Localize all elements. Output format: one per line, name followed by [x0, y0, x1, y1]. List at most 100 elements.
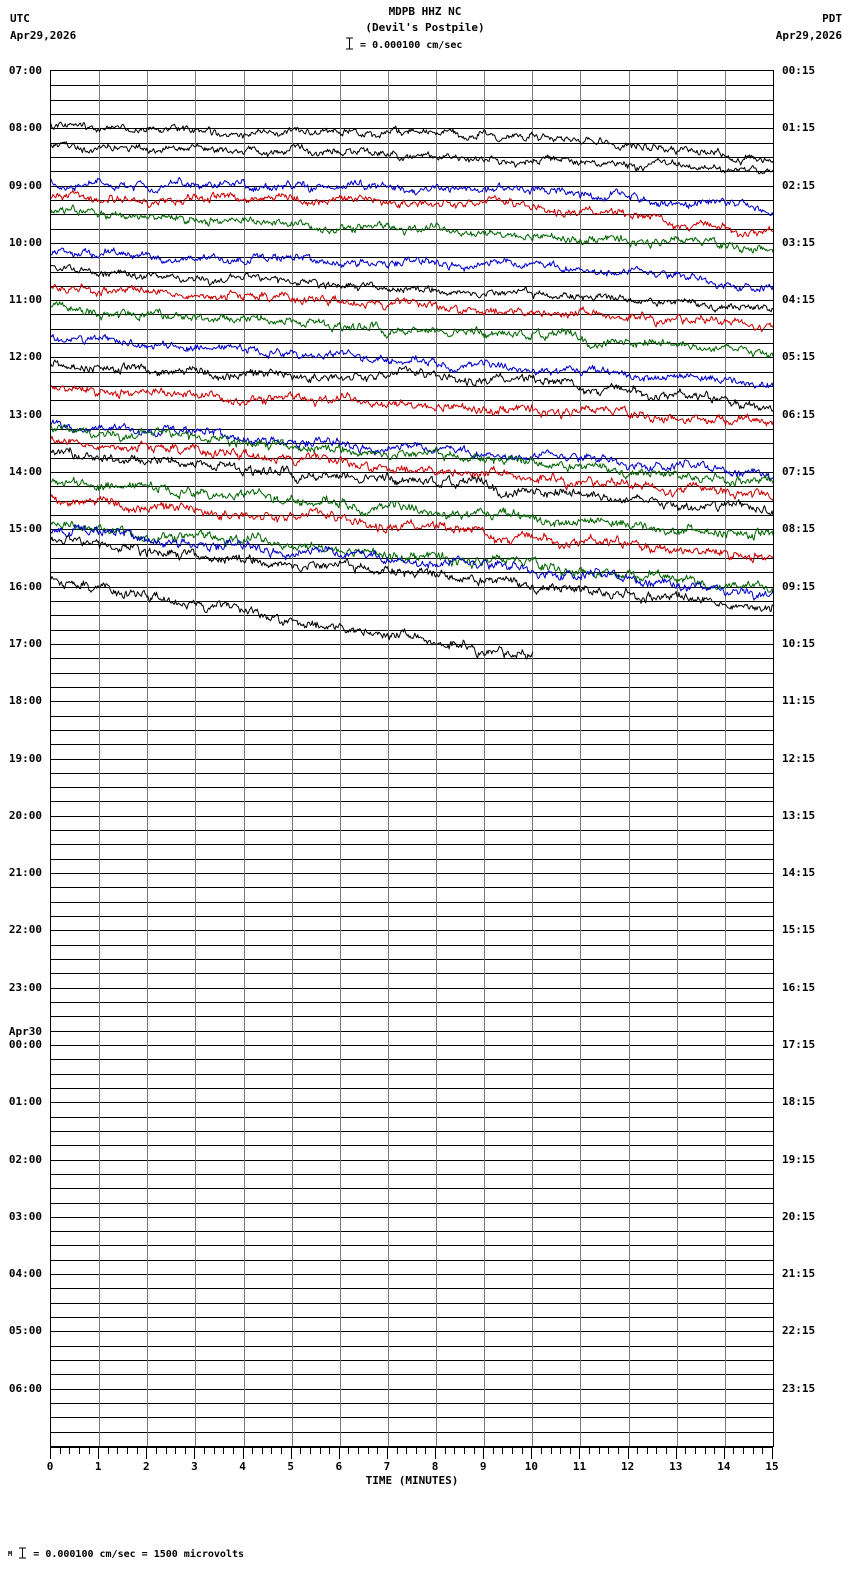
right-axis-label-20: 20:15	[782, 1209, 816, 1223]
trace-row-14	[51, 264, 773, 313]
left-axis-label-23: 05:00	[8, 1324, 42, 1338]
left-axis-label-7: 14:00	[8, 465, 42, 479]
helicorder-plot[interactable]	[50, 70, 774, 1447]
x-axis-ticks	[50, 1447, 773, 1459]
footer-scale-text: = 0.000100 cm/sec = 1500 microvolts	[33, 1549, 244, 1560]
left-axis-label-3: 10:00	[8, 235, 42, 249]
x-tick-label-14: 14	[717, 1460, 731, 1473]
left-axis-label-19: 01:00	[8, 1095, 42, 1109]
left-axis-label-12: 19:00	[8, 751, 42, 765]
right-axis-label-11: 11:15	[782, 694, 816, 708]
left-axis-label-22: 04:00	[8, 1267, 42, 1281]
x-tick-label-12: 12	[620, 1460, 635, 1473]
trace-row-17	[51, 301, 773, 359]
x-tick-label-8: 8	[431, 1460, 439, 1473]
left-axis-label-14: 21:00	[8, 866, 42, 880]
left-axis-label-1: 08:00	[8, 121, 42, 135]
trace-row-32b	[51, 524, 773, 601]
right-axis-label-19: 19:15	[782, 1152, 816, 1166]
right-axis-label-0: 00:15	[782, 64, 816, 77]
trace-row-05	[51, 141, 773, 175]
x-tick-label-10: 10	[524, 1460, 538, 1473]
footer-scale-bar-icon	[19, 1547, 27, 1559]
right-axis-label-8: 08:15	[782, 522, 816, 536]
trace-row-09	[51, 189, 773, 238]
right-axis-label-10: 10:15	[782, 636, 816, 650]
x-tick-label-5: 5	[287, 1460, 294, 1473]
left-axis-label-13: 20:00	[8, 808, 42, 822]
right-axis-label-18: 18:15	[782, 1095, 816, 1109]
trace-row-15	[51, 283, 773, 333]
trace-row-04	[51, 121, 773, 166]
right-axis-label-1: 01:15	[782, 121, 816, 135]
header-left-block: UTC Apr29,2026	[10, 10, 76, 44]
x-tick-label-13: 13	[669, 1460, 683, 1473]
header-right-date: Apr29,2026	[775, 29, 842, 42]
x-axis-title: TIME (MINUTES)	[365, 1474, 459, 1487]
right-axis-label-6: 06:15	[782, 407, 816, 421]
x-axis: 0 1 2 3 4 5 6 7 8 9 10 11 12 13 14 15 TIME (MINUTES)	[46, 1446, 779, 1487]
trace-row-25b	[51, 424, 773, 488]
right-axis-label-3: 03:15	[782, 235, 816, 249]
right-axis-label-14: 14:15	[782, 866, 816, 880]
left-time-axis: 07:00 08:00 09:00 10:00 11:00 12:00 13:00 14:00…	[0, 64, 46, 1448]
trace-row-36	[51, 576, 534, 660]
header-right-timezone: PDT	[822, 12, 842, 25]
trace-row-22	[51, 385, 773, 427]
trace-row-08	[51, 176, 773, 216]
trace-row-10	[51, 204, 773, 254]
right-axis-label-4: 04:15	[782, 293, 816, 307]
station-code: MDPB HHZ NC	[388, 5, 462, 18]
left-axis-label-11: 18:00	[8, 694, 42, 708]
right-axis-label-7: 07:15	[782, 465, 816, 479]
left-axis-label-8: 15:00	[8, 522, 42, 536]
right-axis-label-21: 21:15	[782, 1267, 816, 1281]
right-axis-label-5: 05:15	[782, 350, 816, 364]
left-axis-label-21: 03:00	[8, 1209, 42, 1223]
x-tick-label-2: 2	[142, 1460, 150, 1473]
plot-gridlines	[51, 71, 773, 1446]
seismic-traces	[51, 121, 773, 660]
trace-row-33	[51, 535, 773, 612]
left-axis-label-10: 17:00	[8, 636, 42, 650]
scale-legend-text: = 0.000100 cm/sec	[360, 40, 463, 51]
x-tick-label-6: 6	[335, 1460, 343, 1473]
x-tick-label-11: 11	[572, 1460, 587, 1473]
header-left-timezone: UTC	[10, 12, 30, 25]
right-axis-label-12: 12:15	[782, 751, 816, 765]
scale-bar-icon	[346, 37, 353, 50]
right-axis-label-23: 23:15	[782, 1381, 816, 1395]
footer-mini-glyph: M	[8, 1550, 13, 1558]
x-tick-label-9: 9	[479, 1460, 487, 1473]
left-axis-label-15: 22:00	[8, 923, 42, 937]
right-axis-label-22: 22:15	[782, 1324, 816, 1338]
trace-row-27	[51, 447, 773, 516]
right-axis-label-16: 16:15	[782, 980, 816, 994]
trace-row-21	[51, 359, 773, 412]
x-axis-tick-labels: 0 1 2 3 4 5 6 7 8 9 10 11 12 13 14 15	[46, 1460, 779, 1476]
trace-row-29	[51, 476, 773, 541]
left-axis-label-20: 02:00	[8, 1152, 42, 1166]
left-axis-label-24: 06:00	[8, 1381, 42, 1395]
left-axis-label-17: Apr30	[8, 1024, 42, 1038]
left-axis-label-6: 13:00	[8, 407, 42, 421]
x-tick-label-0: 0	[46, 1460, 54, 1473]
left-axis-label-18: 00:00	[8, 1037, 42, 1051]
trace-row-19	[51, 333, 773, 389]
trace-row-25	[51, 419, 773, 481]
trace-row-32	[51, 520, 773, 594]
x-tick-label-4: 4	[239, 1460, 246, 1473]
plot-inner	[51, 71, 773, 1446]
footer-scale-note: M = 0.000100 cm/sec = 1500 microvolts	[8, 1547, 244, 1560]
left-axis-label-0: 07:00	[8, 64, 42, 77]
header-center-block: MDPB HHZ NC (Devil's Postpile)	[0, 4, 850, 36]
left-axis-label-2: 09:00	[8, 178, 42, 192]
right-axis-label-13: 13:15	[782, 808, 816, 822]
scale-legend: = 0.000100 cm/sec	[345, 37, 462, 51]
trace-row-30	[51, 494, 773, 564]
x-tick-label-3: 3	[191, 1460, 198, 1473]
x-tick-label-15: 15	[765, 1460, 779, 1473]
left-axis-label-5: 12:00	[8, 350, 42, 364]
header-left-date: Apr29,2026	[10, 29, 77, 42]
right-axis-label-17: 17:15	[782, 1037, 816, 1051]
